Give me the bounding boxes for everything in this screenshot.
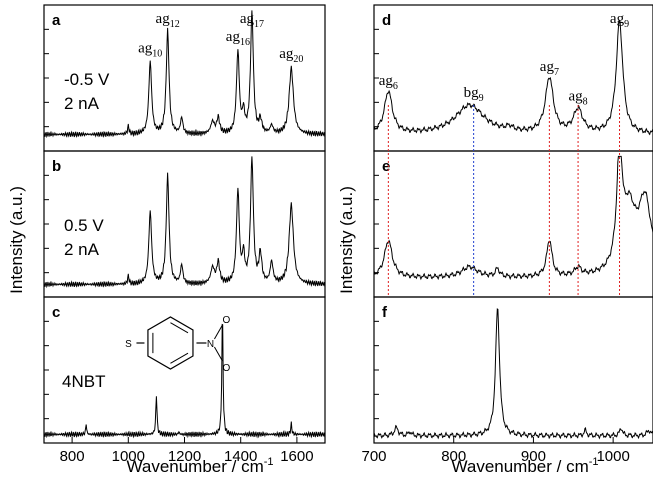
atom-label: O <box>223 363 231 374</box>
spectrum-line-e <box>373 155 653 281</box>
bond <box>214 324 223 340</box>
atom-label: O <box>223 315 231 326</box>
peak-label: ag8 <box>568 88 587 107</box>
xtick-label: 800 <box>60 448 85 465</box>
bond <box>214 346 223 362</box>
panel-annotation: 4NBT <box>62 372 105 391</box>
panel-letter-b: b <box>52 158 61 175</box>
peak-label: ag20 <box>279 46 303 65</box>
right-ylabel: Intensity (a.u.) <box>337 186 356 294</box>
atom-label: N <box>207 339 214 350</box>
spectrum-line-f <box>373 308 653 440</box>
xtick-label: 700 <box>361 448 386 465</box>
peak-label: ag6 <box>379 73 398 92</box>
peak-label: bg9 <box>464 85 484 104</box>
peak-label: ag9 <box>610 11 629 30</box>
peak-label: ag12 <box>156 11 180 30</box>
xtick-label: 1200 <box>168 448 201 465</box>
panel-letter-f: f <box>382 304 388 321</box>
peak-label: ag16 <box>226 29 250 48</box>
panel-annotation: 0.5 V <box>64 216 104 235</box>
panel-frame-f <box>373 296 653 444</box>
panel-annotation: 2 nA <box>64 240 100 259</box>
peak-label: ag7 <box>540 59 559 78</box>
benzene-ring <box>147 316 194 370</box>
double-bond <box>170 352 189 364</box>
xtick-label: 1000 <box>112 448 145 465</box>
right-xlabel: Wavenumber / cm-1 <box>451 456 598 476</box>
peak-label: ag10 <box>138 41 162 60</box>
panel-annotation: -0.5 V <box>64 70 110 89</box>
left-xlabel: Wavenumber / cm-1 <box>126 456 273 476</box>
xtick-label: 1600 <box>280 448 313 465</box>
panel-letter-d: d <box>382 12 391 29</box>
spectrum-line-b <box>43 156 326 289</box>
panel-annotation: 2 nA <box>64 94 100 113</box>
panel-letter-e: e <box>382 158 390 175</box>
panel-letter-a: a <box>52 12 61 29</box>
panel-frame-c <box>43 296 326 444</box>
double-bond <box>170 322 189 334</box>
spectrum-line-d <box>373 20 653 136</box>
xtick-label: 1000 <box>596 448 629 465</box>
spectrum-line-c <box>43 323 326 439</box>
peak-label: ag17 <box>240 11 264 30</box>
xtick-label: 900 <box>521 448 546 465</box>
atom-label: S <box>125 339 132 350</box>
spectrum-line-a <box>43 10 326 139</box>
xtick-label: 800 <box>441 448 466 465</box>
panel-letter-c: c <box>52 304 60 321</box>
left-ylabel: Intensity (a.u.) <box>7 186 26 294</box>
xtick-label: 1400 <box>224 448 257 465</box>
